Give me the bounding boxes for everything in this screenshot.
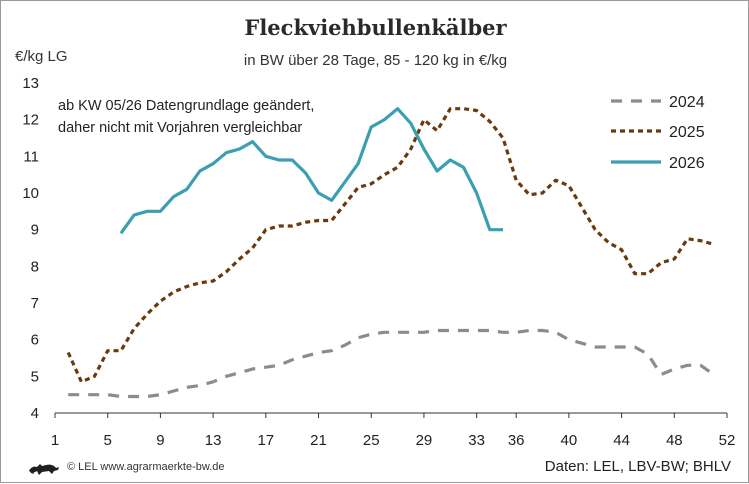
y-tick-label: 8 <box>31 258 39 275</box>
y-tick-label: 11 <box>23 148 39 165</box>
legend-label-2025: 2025 <box>669 124 705 141</box>
chart-title: Fleckviehbullenkälber <box>244 15 507 40</box>
y-tick-label: 9 <box>31 222 39 239</box>
x-tick-label: 44 <box>613 432 630 449</box>
y-tick-label: 12 <box>22 112 39 129</box>
lion-emblem-icon <box>29 464 59 475</box>
legend-label-2024: 2024 <box>669 94 705 111</box>
x-tick-label: 33 <box>468 432 485 449</box>
annotation-line-2: daher nicht mit Vorjahren vergleichbar <box>58 120 303 136</box>
y-axis-label: €/kg LG <box>15 48 68 65</box>
series-line-2026 <box>119 107 503 235</box>
y-tick-label: 4 <box>31 405 39 422</box>
annotation-line-1: ab KW 05/26 Datengrundlage geändert, <box>58 98 315 114</box>
data-source: Daten: LEL, LBV-BW; BHLV <box>544 458 731 475</box>
x-tick-label: 13 <box>205 432 222 449</box>
footer-credit: © LEL www.agrarmaerkte-bw.de <box>27 458 225 476</box>
y-tick-label: 7 <box>31 295 39 312</box>
x-tick-label: 25 <box>363 432 380 449</box>
x-tick-label: 21 <box>310 432 327 449</box>
x-tick-label: 1 <box>51 432 59 449</box>
copyright-text: © LEL www.agrarmaerkte-bw.de <box>67 461 225 473</box>
legend-label-2026: 2026 <box>669 155 705 172</box>
chart-annotation: ab KW 05/26 Datengrundlage geändert, dah… <box>58 95 314 139</box>
x-tick-label: 9 <box>156 432 164 449</box>
x-tick-label: 29 <box>416 432 433 449</box>
x-tick-label: 5 <box>104 432 112 449</box>
y-tick-label: 6 <box>31 332 39 349</box>
x-tick-label: 36 <box>508 432 525 449</box>
x-tick-label: 52 <box>719 432 736 449</box>
series-line-2025 <box>66 107 715 384</box>
x-tick-label: 40 <box>561 432 578 449</box>
x-tick-label: 48 <box>666 432 683 449</box>
y-tick-label: 5 <box>31 368 39 385</box>
y-tick-label: 13 <box>22 75 39 92</box>
series-line-2024 <box>68 328 715 399</box>
y-tick-label: 10 <box>22 185 39 202</box>
x-tick-label: 17 <box>257 432 274 449</box>
chart-subtitle: in BW über 28 Tage, 85 - 120 kg in €/kg <box>243 52 508 69</box>
